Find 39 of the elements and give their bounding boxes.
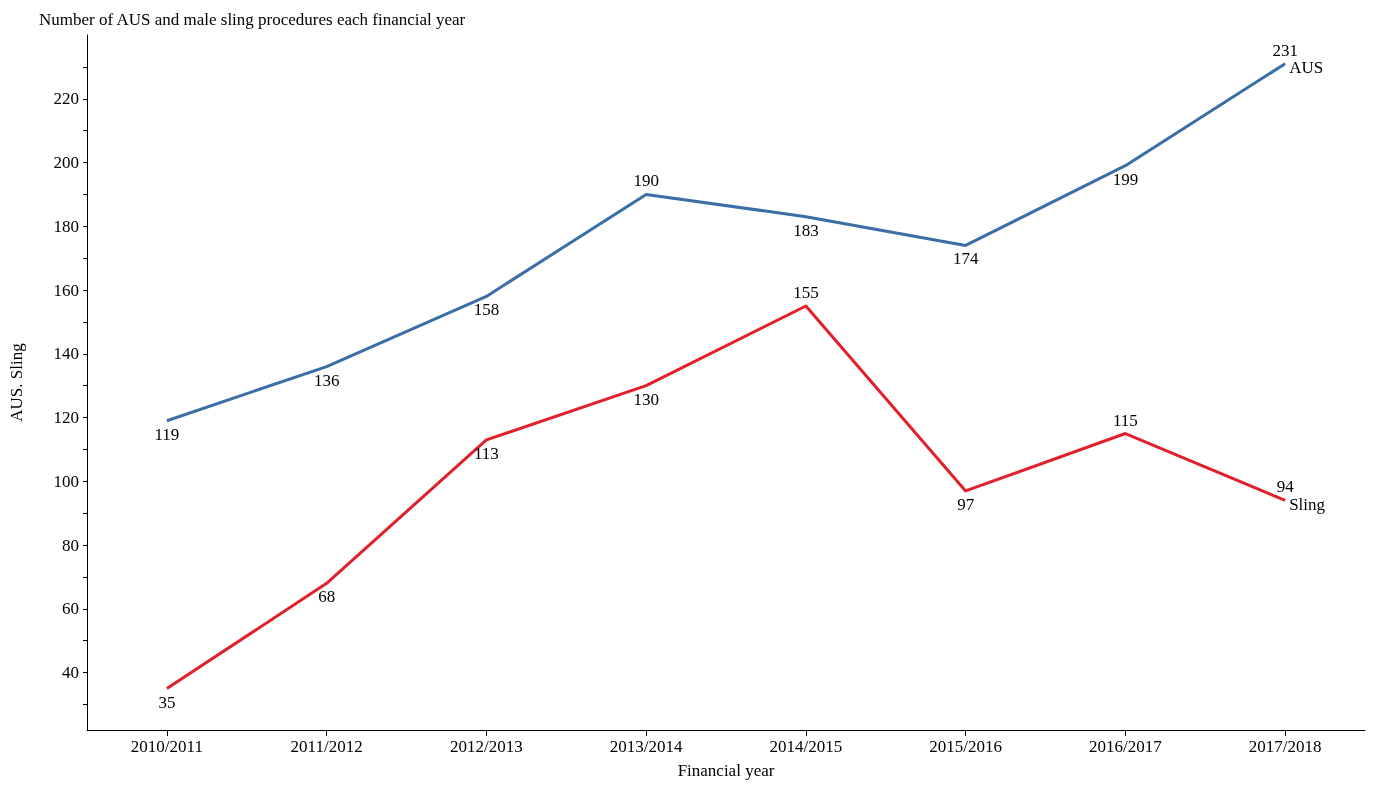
x-tick-label: 2017/2018 xyxy=(1248,737,1322,756)
y-tick-label: 160 xyxy=(53,280,79,300)
data-label: 231 xyxy=(1272,40,1298,60)
y-tick-label: 40 xyxy=(62,663,79,683)
data-label: 35 xyxy=(158,692,176,712)
y-tick-label: 100 xyxy=(53,471,79,491)
data-label: 130 xyxy=(633,389,659,409)
y-tick-label: 60 xyxy=(62,599,79,619)
series-label: AUS xyxy=(1289,58,1324,78)
data-label: 158 xyxy=(473,300,500,320)
y-tick-label: 200 xyxy=(53,153,79,173)
x-tick-label: 2010/2011 xyxy=(130,737,203,756)
x-tick-label: 2011/2012 xyxy=(290,737,363,756)
y-tick-label: 80 xyxy=(62,535,79,555)
series-label: Sling xyxy=(1289,494,1326,514)
x-tick-label: 2012/2013 xyxy=(450,737,523,756)
x-tick-label: 2015/2016 xyxy=(929,737,1002,756)
data-label: 183 xyxy=(793,220,819,240)
x-axis-title: Financial year xyxy=(677,761,775,780)
y-tick-label: 140 xyxy=(53,344,79,364)
data-label: 119 xyxy=(154,424,180,444)
data-label: 97 xyxy=(957,494,975,514)
data-label: 190 xyxy=(633,171,659,191)
y-tick-label: 220 xyxy=(53,89,79,109)
data-label: 113 xyxy=(473,443,499,463)
chart-title: Number of AUS and male sling procedures each financial year xyxy=(39,10,466,29)
data-label: 115 xyxy=(1112,410,1138,430)
x-tick-label: 2013/2014 xyxy=(609,737,683,756)
y-axis-title: AUS. Sling xyxy=(7,342,26,422)
data-label: 199 xyxy=(1112,169,1139,189)
x-tick-label: 2014/2015 xyxy=(769,737,843,756)
data-label: 68 xyxy=(318,587,336,607)
data-label: 136 xyxy=(313,370,340,390)
data-label: 94 xyxy=(1276,477,1295,497)
y-tick-label: 120 xyxy=(53,408,79,428)
data-label: 174 xyxy=(952,249,979,269)
y-tick-label: 180 xyxy=(53,216,79,236)
data-label: 155 xyxy=(793,282,819,302)
x-tick-label: 2016/2017 xyxy=(1089,737,1163,756)
